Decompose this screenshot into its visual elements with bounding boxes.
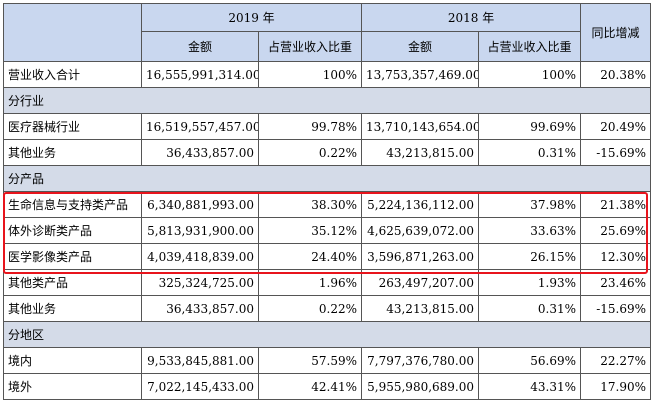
- share-2019: 0.22%: [257, 139, 363, 166]
- section-label-region: 分地区: [2, 321, 652, 348]
- share-2018: 0.31%: [478, 295, 582, 322]
- table-row: 医疗器械行业 16,519,557,457.00 99.78% 13,710,1…: [3, 113, 652, 140]
- amount-2018: 4,625,639,072.00: [361, 217, 480, 244]
- section-label-product: 分产品: [2, 165, 652, 192]
- row-label: 营业收入合计: [3, 61, 142, 88]
- share-2019: 99.78%: [257, 113, 363, 140]
- yoy-change: 23.46%: [580, 269, 652, 296]
- yoy-change: 20.38%: [580, 61, 652, 88]
- amount-2019: 16,555,991,314.00: [141, 61, 259, 88]
- table-row: 医学影像类产品 4,039,418,839.00 24.40% 3,596,87…: [3, 243, 652, 270]
- share-2018: 1.93%: [478, 269, 582, 296]
- table-row: 生命信息与支持类产品 6,340,881,993.00 38.30% 5,224…: [3, 191, 652, 218]
- row-label: 境内: [3, 347, 142, 374]
- amount-2018: 5,955,980,689.00: [361, 373, 480, 400]
- share-2018: 100%: [478, 61, 582, 88]
- amount-2019: 36,433,857.00: [141, 295, 259, 322]
- row-label: 其他业务: [3, 295, 142, 322]
- share-2018: 43.31%: [478, 373, 582, 400]
- yoy-change: 25.69%: [580, 217, 652, 244]
- share-2019: 35.12%: [257, 217, 363, 244]
- amount-2019: 7,022,145,433.00: [141, 373, 259, 400]
- row-label: 医学影像类产品: [3, 243, 142, 270]
- amount-2019: 36,433,857.00: [141, 139, 259, 166]
- table-row: 其他类产品 325,324,725.00 1.96% 263,497,207.0…: [3, 269, 652, 296]
- amount-2018: 263,497,207.00: [361, 269, 480, 296]
- share-2018: 26.15%: [478, 243, 582, 270]
- share-2019: 38.30%: [257, 191, 363, 218]
- header-amount-2019: 金额: [141, 31, 259, 62]
- amount-2018: 3,596,871,263.00: [361, 243, 480, 270]
- header-amount-2018: 金额: [361, 31, 480, 62]
- yoy-change: -15.69%: [580, 295, 652, 322]
- share-2019: 57.59%: [257, 347, 363, 374]
- yoy-change: 20.49%: [580, 113, 652, 140]
- header-year-2018: 2018 年: [361, 3, 582, 32]
- table-row: 其他业务 36,433,857.00 0.22% 43,213,815.00 0…: [3, 139, 652, 166]
- yoy-change: 22.27%: [580, 347, 652, 374]
- header-yoy: 同比增减: [580, 3, 652, 62]
- amount-2018: 7,797,376,780.00: [361, 347, 480, 374]
- yoy-change: 17.90%: [580, 373, 652, 400]
- share-2019: 24.40%: [257, 243, 363, 270]
- row-label: 体外诊断类产品: [3, 217, 142, 244]
- row-label: 其他类产品: [3, 269, 142, 296]
- header-share-2019: 占营业收入比重: [257, 31, 363, 62]
- table-row: 体外诊断类产品 5,813,931,900.00 35.12% 4,625,63…: [3, 217, 652, 244]
- amount-2019: 4,039,418,839.00: [141, 243, 259, 270]
- share-2018: 37.98%: [478, 191, 582, 218]
- row-label: 医疗器械行业: [3, 113, 142, 140]
- amount-2018: 5,224,136,112.00: [361, 191, 480, 218]
- share-2018: 99.69%: [478, 113, 582, 140]
- amount-2018: 43,213,815.00: [361, 139, 480, 166]
- share-2019: 42.41%: [257, 373, 363, 400]
- share-2019: 1.96%: [257, 269, 363, 296]
- section-label-industry: 分行业: [2, 87, 652, 114]
- yoy-change: 21.38%: [580, 191, 652, 218]
- share-2019: 0.22%: [257, 295, 363, 322]
- section-row: 分地区: [2, 321, 652, 348]
- amount-2018: 43,213,815.00: [361, 295, 480, 322]
- row-label: 其他业务: [3, 139, 142, 166]
- amount-2019: 5,813,931,900.00: [141, 217, 259, 244]
- revenue-table: 2019 年 2018 年 同比增减 金额 占营业收入比重 金额 占营业收入比重…: [2, 3, 652, 400]
- yoy-change: -15.69%: [580, 139, 652, 166]
- amount-2019: 9,533,845,881.00: [141, 347, 259, 374]
- share-2018: 0.31%: [478, 139, 582, 166]
- share-2018: 33.63%: [478, 217, 582, 244]
- amount-2019: 6,340,881,993.00: [141, 191, 259, 218]
- table-row: 境外 7,022,145,433.00 42.41% 5,955,980,689…: [3, 373, 652, 400]
- header-label-blank: [3, 3, 142, 62]
- table-row: 其他业务 36,433,857.00 0.22% 43,213,815.00 0…: [3, 295, 652, 322]
- share-2018: 56.69%: [478, 347, 582, 374]
- amount-2019: 325,324,725.00: [141, 269, 259, 296]
- amount-2019: 16,519,557,457.00: [141, 113, 259, 140]
- header-year-2019: 2019 年: [140, 3, 363, 32]
- yoy-change: 12.30%: [580, 243, 652, 270]
- amount-2018: 13,753,357,469.00: [361, 61, 480, 88]
- row-label: 生命信息与支持类产品: [3, 191, 142, 218]
- share-2019: 100%: [257, 61, 363, 88]
- amount-2018: 13,710,143,654.00: [361, 113, 480, 140]
- header-share-2018: 占营业收入比重: [478, 31, 582, 62]
- table-row: 营业收入合计 16,555,991,314.00 100% 13,753,357…: [3, 61, 652, 88]
- section-row: 分行业: [2, 87, 652, 114]
- row-label: 境外: [3, 373, 142, 400]
- section-row: 分产品: [2, 165, 652, 192]
- table-row: 境内 9,533,845,881.00 57.59% 7,797,376,780…: [3, 347, 652, 374]
